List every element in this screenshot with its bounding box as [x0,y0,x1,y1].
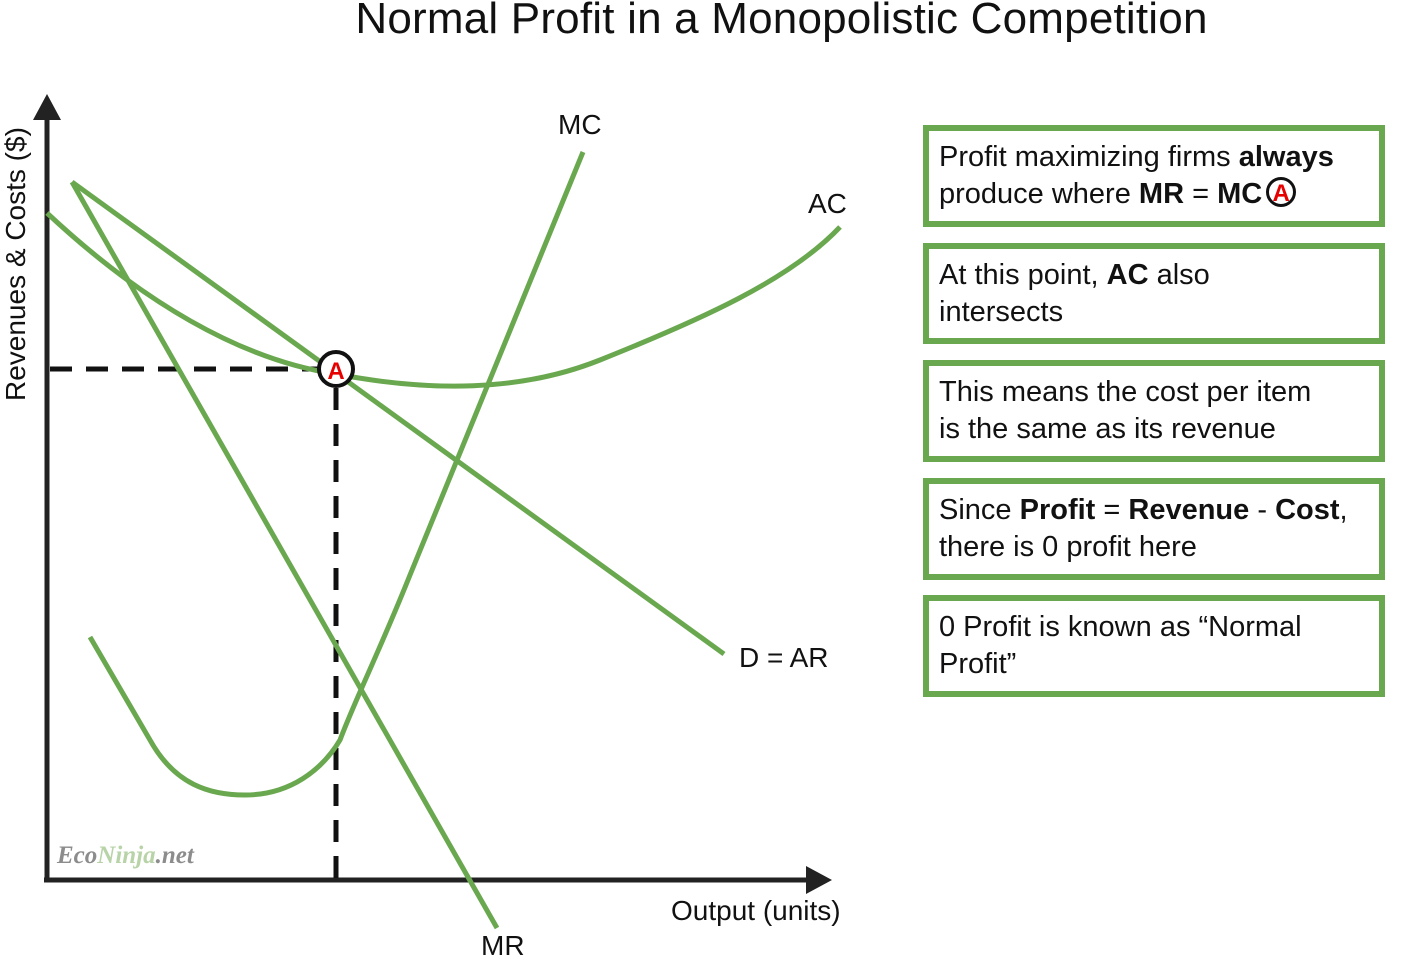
explanation-box-3: This means the cost per item is the same … [923,360,1385,462]
ac-curve [45,211,842,389]
x-axis-label: Output (units) [671,895,841,926]
box-4-segment: , [1339,494,1348,526]
box-2-segment: AC [1106,259,1149,291]
mc-curve [87,151,586,798]
box-4-segment: - [1249,494,1276,526]
box-4-text: Since Profit = Revenue - Cost, there is 0… [939,494,1348,563]
box-3-text: This means the cost per item is the same … [939,376,1311,445]
box-1-segment: always [1238,141,1334,173]
box-3-segment: This means the cost per item [939,376,1312,408]
explanation-box-2: At this point, AC also intersects [923,243,1385,344]
box-4-segment: there is 0 profit here [939,531,1197,563]
x-axis-arrowhead [806,866,832,894]
econinja-watermark: EcoNinja.net [57,842,194,869]
y-axis-label: Revenues & Costs ($) [0,127,31,401]
demand-ar-line [70,179,726,657]
explanation-box-5: 0 Profit is known as “Normal Profit” [923,595,1385,697]
y-axis-arrowhead [33,94,61,120]
box-2-segment: At this point, [939,259,1107,291]
demand-ar-label: D = AR [739,642,828,673]
box-2-segment: also [1148,259,1210,291]
box-4-segment: Cost [1275,494,1340,526]
mr-line [69,180,500,930]
ac-label: AC [808,188,847,219]
page-title: Normal Profit in a Monopolistic Competit… [355,0,1208,43]
box-1-segment: MR [1138,178,1185,210]
point-a-badge: A [1266,177,1297,208]
box-4-segment: Since [939,494,1020,526]
box-4-segment: Revenue [1128,494,1250,526]
point-a-marker: A [317,350,355,388]
mr-label: MR [481,930,525,961]
box-5-segment: 0 Profit is known as “Normal [939,611,1302,643]
box-3-segment: is the same as its revenue [939,413,1276,445]
box-1-segment: produce where [939,178,1139,210]
box-5-segment: Profit” [939,648,1017,680]
explanation-box-1: Profit maximizing firms always produce wh… [923,125,1385,227]
box-4-segment: Profit [1019,494,1096,526]
box-2-segment: intersects [939,296,1064,328]
box-2-text: At this point, AC also intersects [939,259,1210,328]
box-1-segment: MC [1217,178,1263,210]
box-1-segment: Profit maximizing firms [939,141,1239,173]
box-5-text: 0 Profit is known as “Normal Profit” [939,611,1302,680]
mc-label: MC [558,109,602,140]
box-1-segment: = [1184,178,1218,210]
box-4-segment: = [1095,494,1129,526]
explanation-box-4: Since Profit = Revenue - Cost, there is 0… [923,478,1385,580]
box-1-text: Profit maximizing firms always produce wh… [939,141,1334,210]
point-a-label: A [327,358,344,385]
